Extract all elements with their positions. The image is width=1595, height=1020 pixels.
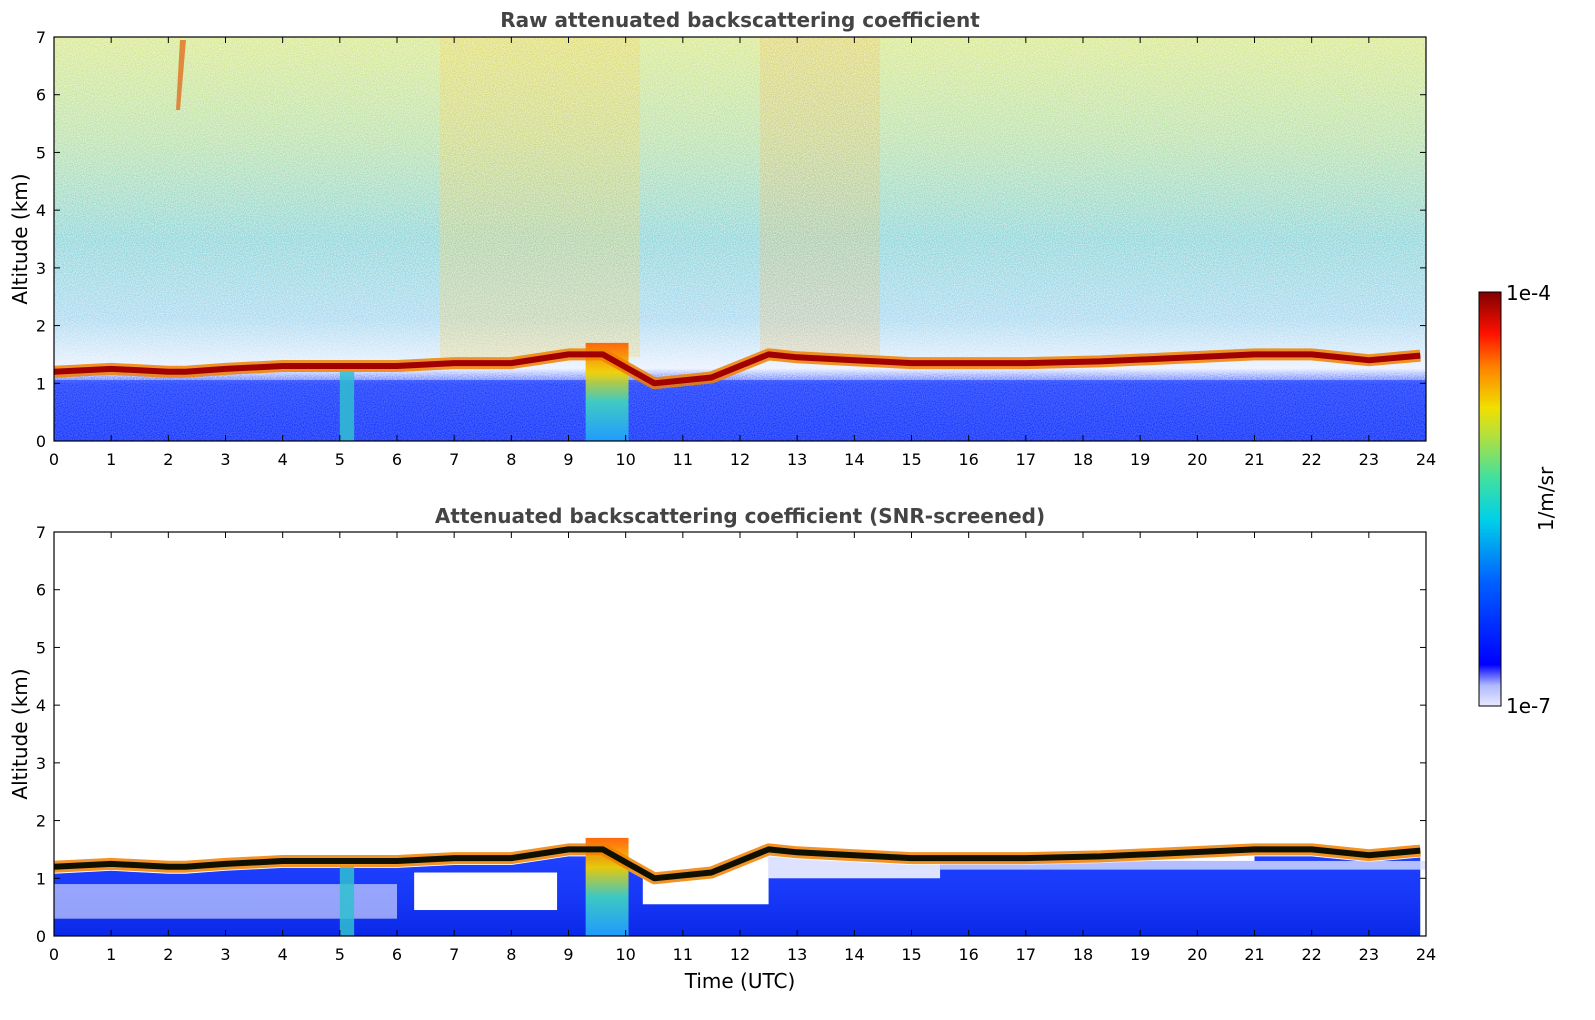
x-tick-label: 9 bbox=[563, 450, 573, 469]
panel-title: Raw attenuated backscattering coefficien… bbox=[500, 8, 980, 32]
x-tick-label: 2 bbox=[163, 945, 173, 964]
x-tick-label: 21 bbox=[1244, 945, 1264, 964]
y-tick-label: 6 bbox=[36, 86, 46, 105]
y-tick-label: 1 bbox=[36, 374, 46, 393]
x-tick-label: 22 bbox=[1301, 945, 1321, 964]
y-tick-label: 4 bbox=[36, 201, 46, 220]
x-tick-label: 20 bbox=[1187, 945, 1207, 964]
x-tick-label: 8 bbox=[506, 945, 516, 964]
y-tick-label: 6 bbox=[36, 581, 46, 600]
x-tick-label: 3 bbox=[220, 945, 230, 964]
x-tick-label: 6 bbox=[392, 450, 402, 469]
x-axis-label: Time (UTC) bbox=[684, 969, 796, 993]
x-tick-label: 0 bbox=[49, 450, 59, 469]
x-tick-label: 3 bbox=[220, 450, 230, 469]
x-tick-label: 16 bbox=[958, 450, 978, 469]
cloud-layer bbox=[54, 846, 1421, 882]
y-tick-label: 0 bbox=[36, 432, 46, 451]
x-tick-label: 2 bbox=[163, 450, 173, 469]
heatmap-image bbox=[54, 37, 1426, 441]
y-tick-label: 3 bbox=[36, 754, 46, 773]
cloud-layer bbox=[54, 351, 1421, 387]
y-tick-label: 4 bbox=[36, 696, 46, 715]
raw-backscatter-panel: Raw attenuated backscattering coefficien… bbox=[8, 8, 1436, 469]
x-tick-label: 17 bbox=[1016, 450, 1036, 469]
x-tick-label: 6 bbox=[392, 945, 402, 964]
x-tick-label: 4 bbox=[278, 450, 288, 469]
panel-title: Attenuated backscattering coefficient (S… bbox=[435, 504, 1045, 528]
x-tick-label: 11 bbox=[673, 945, 693, 964]
x-tick-label: 23 bbox=[1359, 450, 1379, 469]
screened-gap bbox=[940, 860, 1426, 870]
y-tick-label: 7 bbox=[36, 28, 46, 47]
x-tick-label: 24 bbox=[1416, 450, 1436, 469]
x-tick-label: 15 bbox=[901, 450, 921, 469]
x-tick-label: 0 bbox=[49, 945, 59, 964]
screened-gap bbox=[414, 872, 558, 911]
x-tick-label: 9 bbox=[563, 945, 573, 964]
x-tick-label: 10 bbox=[615, 945, 635, 964]
x-tick-label: 19 bbox=[1130, 945, 1150, 964]
x-tick-label: 18 bbox=[1073, 945, 1093, 964]
y-tick-label: 5 bbox=[36, 638, 46, 657]
x-tick-label: 20 bbox=[1187, 450, 1207, 469]
x-tick-label: 8 bbox=[506, 450, 516, 469]
x-tick-label: 4 bbox=[278, 945, 288, 964]
colorbar-min-label: 1e-7 bbox=[1506, 694, 1551, 718]
x-tick-label: 14 bbox=[844, 450, 864, 469]
x-tick-label: 23 bbox=[1359, 945, 1379, 964]
y-tick-label: 5 bbox=[36, 143, 46, 162]
x-tick-label: 7 bbox=[449, 945, 459, 964]
y-tick-label: 1 bbox=[36, 869, 46, 888]
x-tick-label: 19 bbox=[1130, 450, 1150, 469]
x-tick-label: 12 bbox=[730, 450, 750, 469]
x-tick-label: 5 bbox=[335, 945, 345, 964]
x-tick-label: 1 bbox=[106, 450, 116, 469]
x-tick-label: 1 bbox=[106, 945, 116, 964]
y-tick-label: 3 bbox=[36, 259, 46, 278]
snr-screened-panel: Attenuated backscattering coefficient (S… bbox=[8, 504, 1436, 993]
x-tick-label: 13 bbox=[787, 450, 807, 469]
colorbar-gradient bbox=[1478, 291, 1502, 707]
x-tick-label: 13 bbox=[787, 945, 807, 964]
x-tick-label: 17 bbox=[1016, 945, 1036, 964]
colorbar-max-label: 1e-4 bbox=[1506, 281, 1551, 305]
x-tick-label: 18 bbox=[1073, 450, 1093, 469]
cloud-plume bbox=[339, 371, 355, 441]
x-tick-label: 22 bbox=[1301, 450, 1321, 469]
x-tick-label: 16 bbox=[958, 945, 978, 964]
x-tick-label: 14 bbox=[844, 945, 864, 964]
x-tick-label: 5 bbox=[335, 450, 345, 469]
y-axis-label: Altitude (km) bbox=[8, 668, 32, 799]
cloud-plume bbox=[339, 866, 355, 936]
colorbar-units-label: 1/m/sr bbox=[1534, 466, 1558, 531]
y-tick-label: 2 bbox=[36, 812, 46, 831]
x-tick-label: 15 bbox=[901, 945, 921, 964]
y-tick-label: 7 bbox=[36, 523, 46, 542]
y-tick-label: 0 bbox=[36, 927, 46, 946]
y-axis-label: Altitude (km) bbox=[8, 173, 32, 304]
y-tick-label: 2 bbox=[36, 317, 46, 336]
colorbar: 1e-4 1e-7 1/m/sr bbox=[1478, 281, 1558, 718]
heatmap-image bbox=[54, 532, 1426, 936]
x-tick-label: 21 bbox=[1244, 450, 1264, 469]
x-tick-label: 24 bbox=[1416, 945, 1436, 964]
x-tick-label: 7 bbox=[449, 450, 459, 469]
x-tick-label: 11 bbox=[673, 450, 693, 469]
x-tick-label: 12 bbox=[730, 945, 750, 964]
x-tick-label: 10 bbox=[615, 450, 635, 469]
